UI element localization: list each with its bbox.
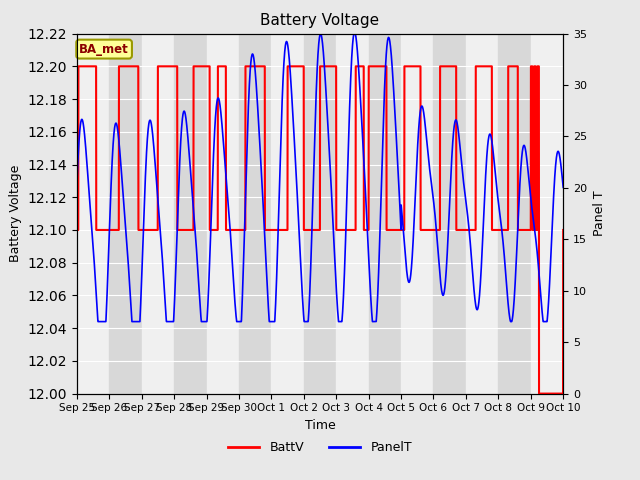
- Bar: [433, 34, 466, 394]
- Bar: [207, 34, 239, 394]
- Bar: [499, 34, 531, 394]
- Bar: [531, 34, 563, 394]
- Bar: [304, 34, 336, 394]
- Bar: [141, 34, 174, 394]
- Bar: [239, 34, 271, 394]
- Bar: [466, 34, 499, 394]
- X-axis label: Time: Time: [305, 419, 335, 432]
- Title: Battery Voltage: Battery Voltage: [260, 13, 380, 28]
- Bar: [174, 34, 207, 394]
- Bar: [336, 34, 369, 394]
- Bar: [369, 34, 401, 394]
- Text: BA_met: BA_met: [79, 43, 129, 56]
- Bar: [271, 34, 304, 394]
- Y-axis label: Battery Voltage: Battery Voltage: [9, 165, 22, 262]
- Legend: BattV, PanelT: BattV, PanelT: [223, 436, 417, 459]
- Y-axis label: Panel T: Panel T: [593, 191, 605, 237]
- Bar: [109, 34, 141, 394]
- Bar: [401, 34, 433, 394]
- Bar: [77, 34, 109, 394]
